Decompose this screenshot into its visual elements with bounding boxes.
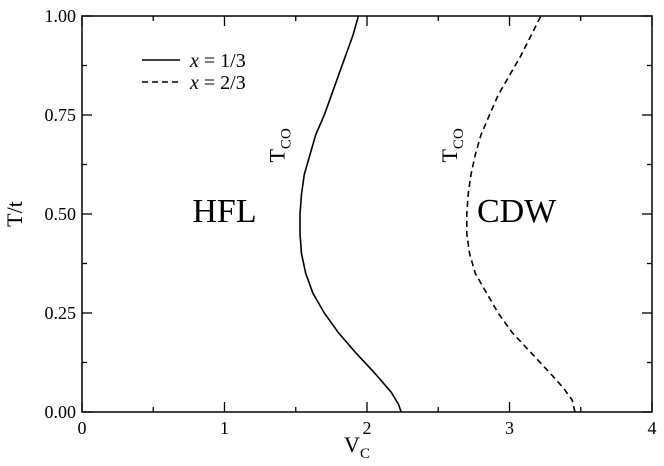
y-tick-label: 1.00: [45, 6, 77, 26]
x-axis-label: VC: [344, 432, 370, 462]
tco-annotation-sub: CO: [451, 128, 467, 149]
y-axis-label: T/t: [2, 201, 27, 227]
y-tick-label: 0.25: [45, 303, 77, 323]
region-layer: HFL CDW: [192, 193, 557, 230]
region-label: HFL: [192, 193, 256, 230]
legend-entry: x = 1/3: [189, 50, 246, 72]
y-tick-label: 0.75: [45, 105, 77, 125]
x-tick-label: 0: [78, 418, 87, 438]
tco-annotation-main: T: [437, 149, 462, 163]
legend-value: = 2/3: [199, 72, 246, 94]
legend-value: = 1/3: [199, 50, 246, 72]
x-tick-label: 2: [363, 418, 372, 438]
legend: x = 1/3x = 2/3: [142, 50, 246, 94]
x-axis-label-main: V: [344, 432, 360, 457]
legend-var: x: [189, 72, 199, 94]
tco-annotation: TCO: [437, 128, 467, 162]
x-tick-label: 1: [220, 418, 229, 438]
x-axis-label-sub: C: [360, 446, 370, 462]
y-tick-label: 0.00: [45, 402, 77, 422]
series-line-1: [299, 15, 402, 413]
plot-frame: [81, 15, 653, 413]
axis-ticks: [81, 15, 653, 413]
series-layer: [299, 15, 576, 413]
tick-labels: 0 1 2 3 4 0.00 0.25 0.50 0.75 1.00: [45, 6, 657, 438]
tco-annotation-sub: CO: [278, 128, 294, 149]
series-line-2: [466, 15, 576, 413]
y-tick-label: 0.50: [45, 204, 77, 224]
x-tick-label: 3: [505, 418, 514, 438]
x-tick-label: 4: [648, 418, 657, 438]
legend-var: x: [189, 50, 199, 72]
region-label: CDW: [477, 193, 557, 230]
tco-annotation: TCO: [264, 128, 294, 162]
legend-entry: x = 2/3: [189, 72, 246, 94]
tco-annotation-main: T: [264, 149, 289, 163]
